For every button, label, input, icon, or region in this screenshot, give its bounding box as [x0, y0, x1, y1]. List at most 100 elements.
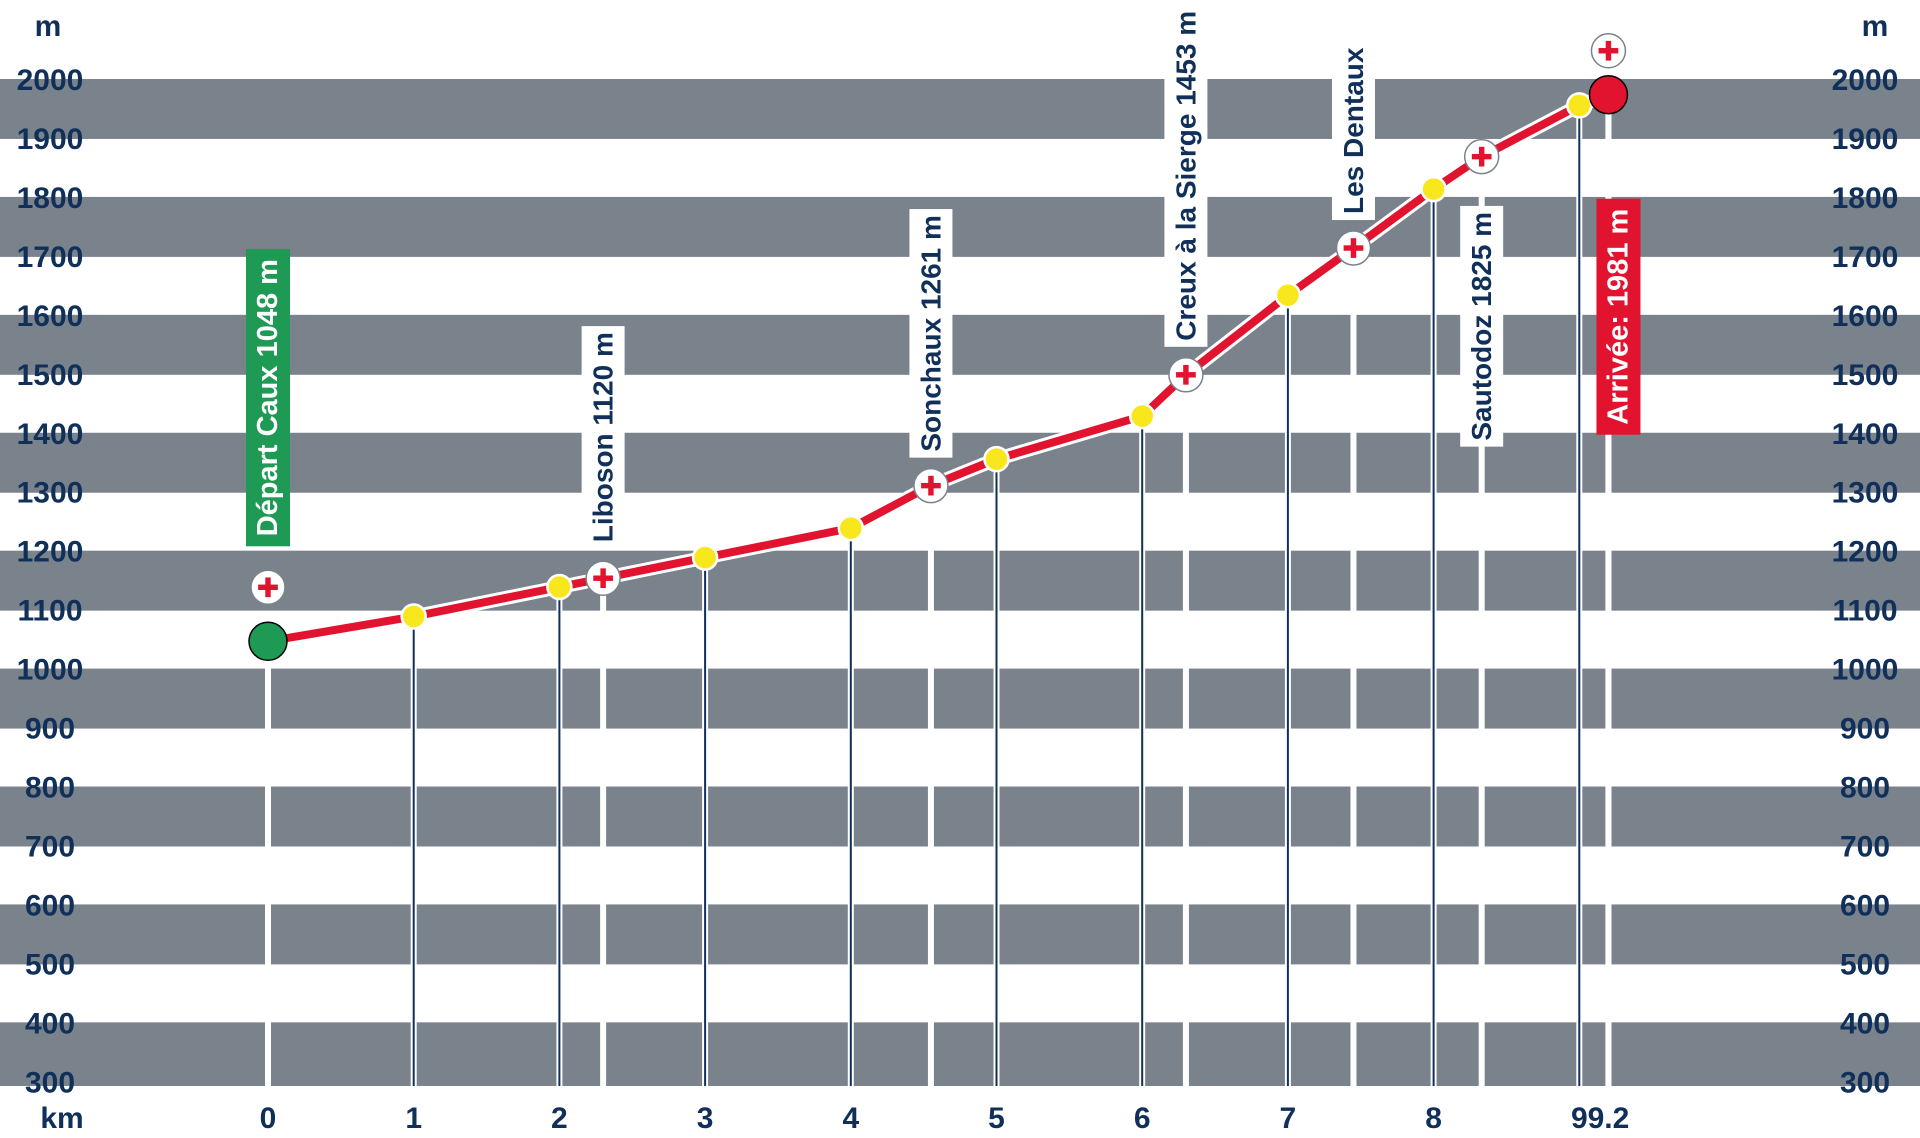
finish-label-group: Arrivée: 1981 m [1596, 198, 1641, 435]
finish-label-box [1596, 198, 1641, 435]
start-aid-station-icon [250, 569, 286, 606]
y-tick-label-left: 400 [25, 1007, 75, 1040]
aid-station-icon [1335, 230, 1372, 266]
grid-band [0, 668, 1920, 729]
km-marker [1274, 281, 1302, 309]
y-tick-label-right: 800 [1840, 772, 1890, 805]
y-tick-label-right: 1400 [1832, 418, 1899, 451]
waypoint-label-group: Creux à la Sierge 1453 m [1164, 4, 1208, 347]
y-tick-label-left: 1500 [17, 359, 84, 392]
y-tick-label-left: 1400 [17, 418, 84, 451]
y-axis-unit-right: m [1862, 10, 1889, 43]
grid-band [0, 79, 1920, 139]
km-marker [1420, 175, 1447, 203]
y-tick-label-right: 1000 [1832, 654, 1899, 687]
km-marker [691, 544, 719, 571]
x-tick-label: 9.2 [1588, 1102, 1630, 1135]
band-separator [265, 641, 271, 1086]
y-tick-label-right: 1700 [1832, 241, 1899, 274]
cross-bar-vertical [1350, 238, 1357, 258]
y-tick-label-right: 500 [1840, 948, 1890, 981]
cross-bar-vertical [1183, 364, 1189, 385]
finish-marker [1588, 74, 1629, 115]
x-tick-label: 6 [1134, 1102, 1151, 1135]
profile-layer [261, 87, 1616, 649]
y-tick-label-left: 500 [25, 948, 75, 981]
grid-band [0, 786, 1920, 847]
aid-station-icon [1463, 138, 1500, 175]
band-separator [927, 485, 934, 1087]
start-marker [248, 621, 288, 662]
y-axis-unit-left: m [35, 10, 62, 43]
waypoint-label-box [1164, 4, 1208, 347]
cross-bar-vertical [1605, 40, 1612, 61]
y-tick-label-left: 600 [25, 889, 75, 922]
band-separator [1478, 156, 1485, 1086]
aid-station-icon [1168, 357, 1204, 393]
x-tick-label: 4 [842, 1102, 859, 1135]
waypoint-label: Les Dentaux [1338, 47, 1369, 214]
km-marker [400, 603, 427, 630]
finish-label: Arrivée: 1981 m [1602, 209, 1634, 425]
x-tick-label: 2 [551, 1102, 568, 1135]
x-tick-label: 5 [988, 1102, 1005, 1135]
y-tick-label-left: 1100 [17, 595, 82, 628]
y-tick-label-right: 900 [1840, 713, 1890, 746]
x-tick-label: 7 [1280, 1102, 1297, 1135]
y-tick-label-left: 1300 [17, 477, 84, 510]
cross-bar-vertical [928, 475, 934, 496]
waypoint-labels: Liboson 1120 m Sonchaux 1261 m Creux à la … [246, 4, 1641, 549]
waypoint-label-group: Sonchaux 1261 m [909, 209, 953, 458]
km-marker [983, 445, 1010, 473]
km-marker [546, 573, 573, 601]
cross-bar-vertical [1478, 146, 1485, 167]
x-tick-label: 0 [260, 1102, 277, 1135]
waypoint-label-box [1331, 41, 1375, 221]
waypoint-label-group: Sautodoz 1825 m [1460, 205, 1504, 447]
cross-bar-vertical [600, 568, 606, 589]
y-tick-label-right: 1800 [1832, 182, 1899, 215]
y-tick-label-right: 300 [1840, 1066, 1890, 1099]
band-separator [1350, 248, 1357, 1086]
y-tick-label-left: 900 [25, 713, 75, 746]
waypoint-label: Sonchaux 1261 m [915, 215, 946, 452]
x-tick-label: 8 [1425, 1102, 1442, 1135]
y-tick-label-left: 700 [25, 830, 75, 863]
y-tick-label-right: 400 [1840, 1007, 1890, 1040]
start-label-group: Départ Caux 1048 m [246, 249, 290, 547]
y-tick-label-right: 1900 [1832, 123, 1899, 156]
km-marker [837, 514, 865, 542]
waypoint-label-group: Liboson 1120 m [581, 326, 625, 549]
waypoint-label: Creux à la Sierge 1453 m [1170, 11, 1201, 341]
band-separator [600, 578, 607, 1086]
x-axis-unit: km [40, 1102, 83, 1135]
y-tick-label-right: 1600 [1832, 300, 1899, 333]
waypoint-label: Sautodoz 1825 m [1466, 212, 1497, 441]
y-tick-label-right: 1200 [1832, 536, 1899, 569]
grid-band [0, 904, 1920, 965]
y-tick-label-right: 600 [1840, 889, 1890, 922]
aid-station-icon [913, 467, 949, 504]
y-tick-label-left: 2000 [17, 64, 84, 97]
waypoint-label-box [1460, 205, 1504, 447]
start-label-box [246, 249, 290, 547]
grid-band [0, 432, 1920, 493]
grid-band [0, 1023, 1920, 1086]
km-marker [1566, 92, 1593, 119]
y-tick-label-right: 1300 [1832, 477, 1899, 510]
x-tick-label: 3 [697, 1102, 714, 1135]
finish-aid-station-icon [1590, 32, 1627, 69]
y-tick-label-left: 800 [25, 772, 75, 805]
waypoint-label: Liboson 1120 m [588, 332, 619, 542]
y-tick-label-left: 300 [25, 1066, 75, 1099]
x-tick-label: 1 [405, 1102, 422, 1135]
y-tick-label-left: 1700 [17, 241, 84, 274]
y-tick-label-left: 1900 [17, 123, 84, 156]
start-label: Départ Caux 1048 m [252, 259, 284, 536]
cross-bar-vertical [265, 577, 271, 598]
x-tick-label: 9 [1571, 1102, 1588, 1135]
waypoint-label-box [909, 209, 953, 458]
y-tick-label-right: 1100 [1832, 595, 1897, 628]
